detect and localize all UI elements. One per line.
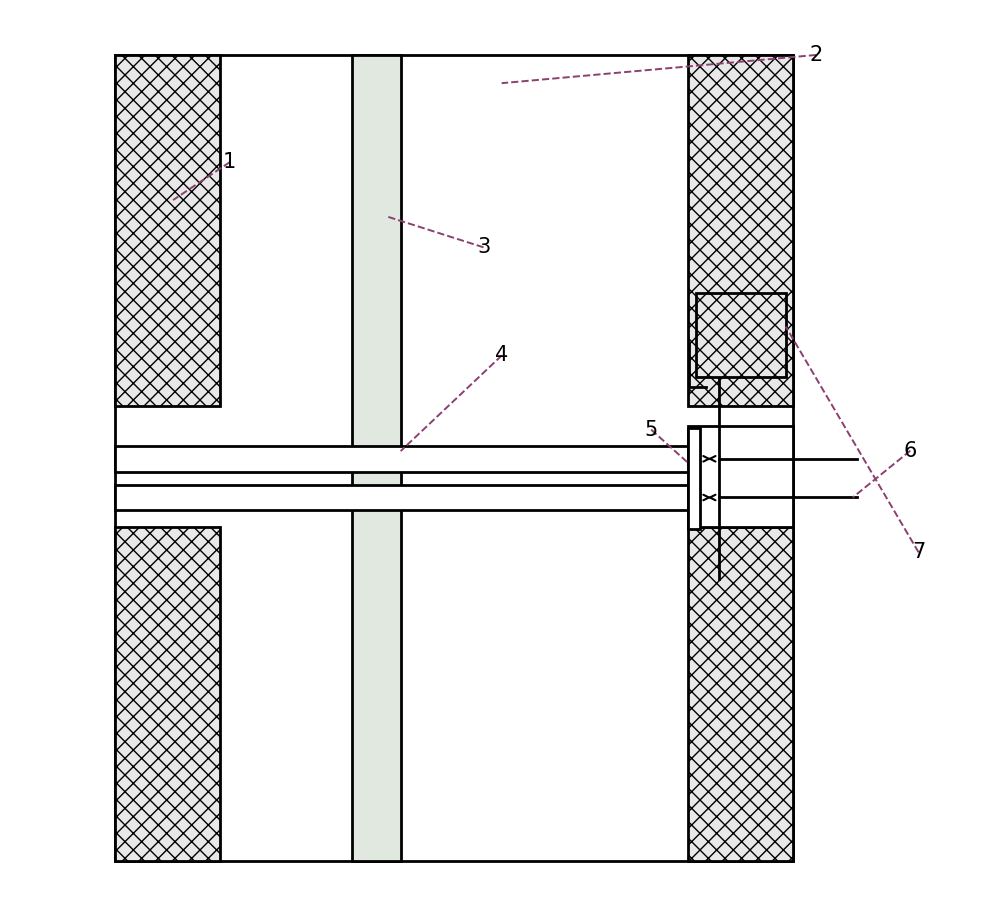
Bar (688, 426, 793, 527)
Bar (115, 485, 688, 510)
Text: 3: 3 (477, 237, 490, 257)
Bar (352, 55, 401, 861)
Bar (115, 527, 220, 861)
Bar (115, 55, 220, 406)
Text: 1: 1 (223, 152, 236, 172)
Text: 5: 5 (645, 420, 658, 440)
Bar (688, 527, 793, 861)
Bar (115, 446, 688, 472)
Bar (688, 55, 793, 406)
Text: 7: 7 (912, 542, 925, 562)
Bar (115, 55, 793, 861)
Bar (688, 428, 700, 529)
Text: 2: 2 (809, 45, 823, 65)
Text: 4: 4 (495, 345, 508, 365)
Bar (696, 293, 786, 377)
Text: 6: 6 (904, 441, 917, 461)
